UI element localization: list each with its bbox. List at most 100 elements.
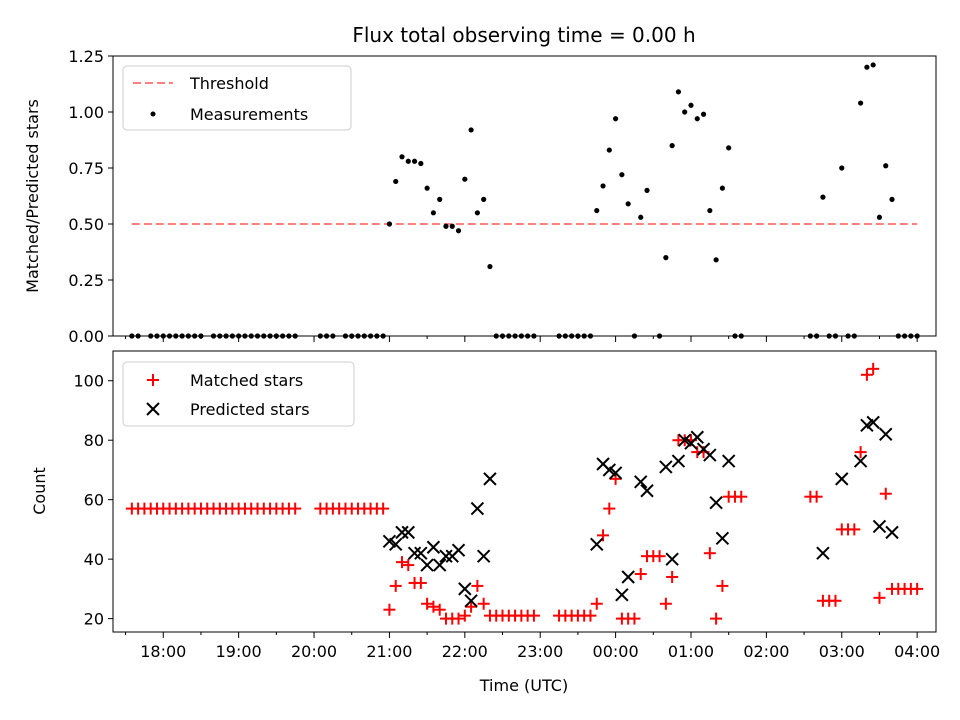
measurement-point <box>719 185 725 191</box>
measurement-point <box>876 214 883 220</box>
matched-point <box>465 600 478 613</box>
y-tick-label: 1.25 <box>68 47 104 66</box>
predicted-point <box>703 448 717 462</box>
predicted-point <box>432 558 447 572</box>
matched-point <box>703 547 716 560</box>
matched-point <box>414 576 427 589</box>
predicted-point <box>665 552 679 566</box>
predicted-point <box>816 546 830 560</box>
bottom-x-ticks: 18:00 19:00 20:00 21:00 22:00 23:00 00:00 01:00… <box>125 632 940 661</box>
x-tick-label: 21:00 <box>366 642 412 661</box>
measurement-point <box>625 201 631 207</box>
matched-point <box>848 523 861 536</box>
measurement-point <box>600 183 606 189</box>
predicted-point <box>621 570 635 584</box>
matched-point <box>653 550 666 563</box>
measurement-point <box>663 255 669 261</box>
y-tick-label: 1.00 <box>68 103 104 122</box>
matched-point <box>867 362 880 375</box>
matched-point <box>433 603 446 616</box>
predicted-point <box>690 430 704 444</box>
measurement-point <box>864 64 870 70</box>
y-tick-label: 40 <box>84 550 104 569</box>
bottom-axes-frame <box>112 350 937 633</box>
measurement-point <box>612 116 619 122</box>
top-axes-frame <box>112 55 937 337</box>
matched-point <box>829 594 842 607</box>
measurement-point <box>820 194 826 200</box>
top-y-axis-label: Matched/Predicted stars <box>23 99 42 293</box>
matched-point <box>477 597 490 610</box>
x-tick-label: 23:00 <box>517 642 563 661</box>
matched-point <box>389 579 402 592</box>
matched-point <box>879 487 892 500</box>
y-tick-label: 0.50 <box>68 215 104 234</box>
matched-point <box>395 556 408 569</box>
measurement-point <box>468 127 474 133</box>
predicted-point <box>439 549 453 563</box>
bottom-y-ticks: 20 40 60 80 100 <box>73 372 113 629</box>
predicted-point <box>659 460 673 474</box>
matched-point <box>735 490 748 503</box>
measurement-point <box>393 178 399 185</box>
measurement-point <box>870 62 876 68</box>
matched-point <box>471 579 484 592</box>
y-tick-label: 100 <box>73 372 104 391</box>
matched-point <box>873 591 886 604</box>
matched-point <box>716 579 729 592</box>
measurement-point <box>399 154 405 160</box>
threshold-legend-label: Threshold <box>189 74 269 93</box>
matched-legend-label: Matched stars <box>190 371 303 390</box>
x-axis-label: Time (UTC) <box>479 676 568 695</box>
matched-point <box>603 502 616 515</box>
top-x-ticks <box>125 336 918 342</box>
matched-point <box>710 612 723 625</box>
predicted-point <box>872 519 887 534</box>
y-tick-label: 0.00 <box>68 327 104 346</box>
measurement-point <box>713 257 719 263</box>
matched-point <box>590 597 603 610</box>
predicted-point <box>464 594 478 608</box>
top-chart-title: Flux total observing time = 0.00 h <box>352 23 695 47</box>
predicted-point <box>671 454 686 468</box>
matched-points <box>125 362 924 625</box>
matched-point <box>628 612 641 625</box>
predicted-point <box>420 558 434 572</box>
measurement-point <box>694 116 700 122</box>
predicted-point <box>414 546 428 560</box>
matched-point <box>584 609 597 622</box>
matched-point <box>458 609 471 622</box>
measurement-point <box>707 207 713 214</box>
y-tick-label: 60 <box>84 491 104 510</box>
measurement-point <box>462 176 468 182</box>
predicted-point <box>401 525 415 540</box>
y-tick-label: 20 <box>84 610 104 629</box>
predicted-legend-swatch <box>146 402 160 416</box>
measurement-point <box>669 143 675 149</box>
measurement-point <box>487 263 493 270</box>
predicted-point <box>451 543 466 557</box>
matched-point <box>634 568 647 581</box>
measurement-point <box>606 147 612 153</box>
x-tick-label: 04:00 <box>894 642 940 661</box>
predicted-point <box>615 588 629 602</box>
predicted-point <box>389 537 403 551</box>
predicted-point <box>426 540 441 554</box>
matched-point <box>377 502 390 515</box>
measurement-point <box>418 160 424 167</box>
measurement-point <box>386 221 393 227</box>
matched-point <box>666 570 679 583</box>
measurement-point <box>449 223 455 229</box>
measurement-point <box>839 165 845 171</box>
measurement-point <box>481 196 487 202</box>
x-tick-label: 22:00 <box>442 642 488 661</box>
measurement-point <box>594 207 600 214</box>
predicted-point <box>590 537 604 551</box>
predicted-point <box>709 495 723 510</box>
measurement-point <box>726 145 732 151</box>
matched-point <box>659 597 672 610</box>
y-tick-label: 80 <box>84 431 104 450</box>
top-panel: 0.00 0.25 0.50 0.75 1.00 1.25 Matched/Predict… <box>23 47 937 346</box>
x-tick-label: 02:00 <box>743 642 789 661</box>
